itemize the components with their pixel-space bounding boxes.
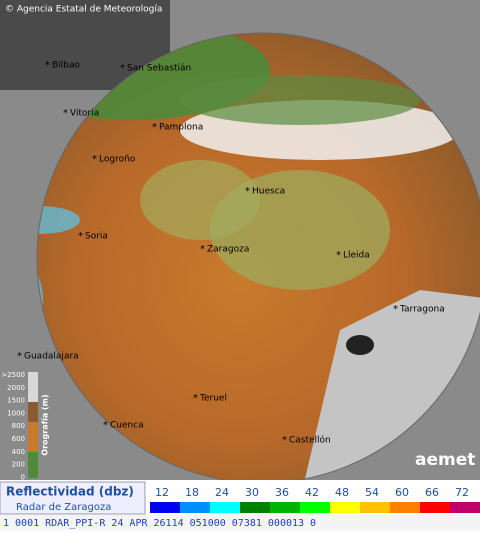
city-label: Huesca: [252, 187, 285, 197]
city-labels: * Bilbao * San Sebastián* Vitoria* Pamplona* L…: [17, 60, 445, 446]
orography-label: 2000: [7, 384, 25, 392]
city-marker: *: [17, 351, 22, 362]
level-scale: 12 18 24 30 36 42 48 54 60 66 72: [150, 486, 480, 513]
level-swatch: [390, 502, 420, 513]
city-label: Pamplona: [159, 123, 203, 133]
radar-name: Radar de Zaragoza: [16, 502, 111, 513]
orography-label: 1500: [7, 397, 25, 405]
level-label: 66: [425, 486, 439, 499]
city-marker: *: [63, 108, 68, 119]
city-marker: *: [45, 60, 50, 71]
orography-title: Orografía (m): [41, 394, 50, 455]
level-swatch: [150, 502, 180, 513]
level-swatch: [360, 502, 390, 513]
city-label: Castellón: [289, 435, 331, 446]
level-label: 12: [155, 486, 169, 499]
level-swatch: [420, 502, 450, 513]
level-label: 60: [395, 486, 409, 499]
level-swatch: [240, 502, 270, 513]
orography-scale: Orografía (m) >2500200015001000800600400…: [1, 371, 49, 481]
legend-box: [0, 481, 146, 515]
city-label: Logroño: [99, 155, 136, 165]
level-swatch: [330, 502, 360, 513]
level-label: 24: [215, 486, 229, 499]
city-marker: *: [282, 435, 287, 446]
copyright: © Agencia Estatal de Meteorología: [5, 5, 162, 15]
level-label: 36: [275, 486, 289, 499]
level-label: 42: [305, 486, 319, 499]
city-label: Teruel: [199, 394, 227, 404]
city-marker: *: [200, 244, 205, 255]
city-marker: *: [103, 420, 108, 431]
orography-label: 1000: [7, 409, 25, 417]
city-marker: *: [193, 393, 198, 404]
city-label: Guadalajara: [24, 352, 79, 362]
level-label: 72: [455, 486, 469, 499]
city-label: Tarragona: [399, 305, 445, 315]
level-label: 48: [335, 486, 349, 499]
orography-label: 200: [12, 461, 25, 469]
city-marker: *: [92, 154, 97, 165]
orography-label: 600: [12, 435, 25, 443]
level-label: 30: [245, 486, 259, 499]
city-label: San Sebastián: [127, 64, 191, 74]
city-label: Vitoria: [70, 109, 99, 119]
city-marker: *: [78, 231, 83, 242]
orography-label: 0: [21, 473, 25, 481]
level-swatch: [300, 502, 330, 513]
level-swatch: [180, 502, 210, 513]
city-marker: *: [152, 122, 157, 133]
city-marker: *: [120, 63, 125, 74]
legend-title: Reflectividad (dbz): [6, 485, 134, 499]
logo: aemet: [415, 450, 475, 470]
city-marker: *: [245, 186, 250, 197]
city-label: Cuenca: [110, 421, 144, 431]
orography-label: 800: [12, 422, 25, 430]
city-label: Lleida: [343, 251, 370, 261]
city-marker: *: [393, 304, 398, 315]
footer-bar: [0, 515, 480, 530]
level-label: 18: [185, 486, 199, 499]
level-swatch: [210, 502, 240, 513]
footer-text: 1 0001 RDAR_PPI-R 24 APR 26114 051000 07…: [3, 518, 316, 529]
level-label: 54: [365, 486, 379, 499]
city-label: Soria: [85, 232, 108, 242]
city-marker: *: [336, 250, 341, 261]
city-label: Bilbao: [52, 61, 80, 71]
orography-label: >2500: [1, 371, 25, 379]
orography-label: 400: [12, 448, 25, 456]
level-swatch: [450, 502, 480, 513]
city-label: Zaragoza: [207, 245, 249, 255]
level-swatch: [270, 502, 300, 513]
